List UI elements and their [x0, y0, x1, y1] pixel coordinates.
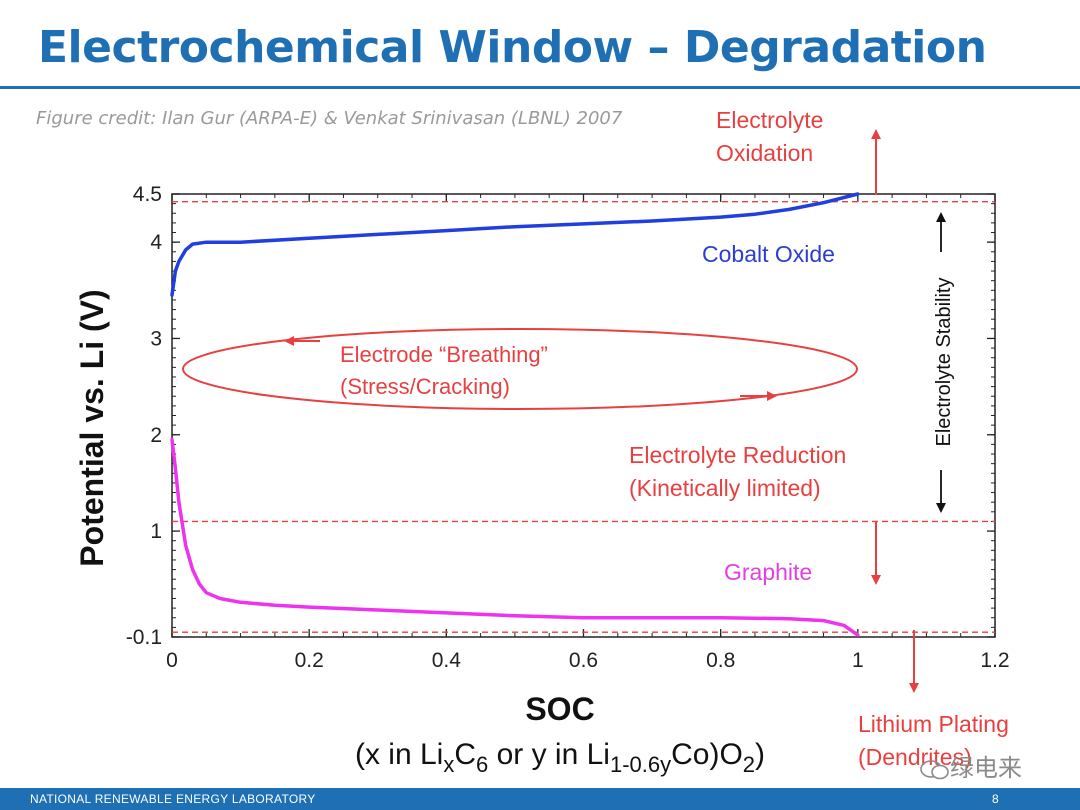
y-tick-label: 4.5: [133, 183, 162, 206]
graphite-label: Graphite: [724, 559, 812, 585]
stability-annotation: Electrolyte Stability: [933, 212, 955, 513]
x-tick-label: 1: [852, 649, 864, 672]
plot-frame: [171, 193, 996, 638]
oxidation-label-line2: Oxidation: [716, 140, 813, 166]
reduction-label-line2: (Kinetically limited): [629, 475, 821, 501]
chat-bubble-icon: [920, 759, 949, 779]
title-divider: [0, 86, 1080, 89]
threshold-lines: [172, 201, 995, 633]
breathing-label-line1: Electrode “Breathing”: [340, 342, 548, 367]
plating-annotation: Lithium Plating (Dendrites): [858, 630, 1009, 770]
x-tick-label: 1.2: [980, 649, 1009, 672]
figure-credit: Figure credit: Ilan Gur (ARPA-E) & Venka…: [36, 108, 623, 129]
x-axis-sublabel: (x in LixC6 or y in Li1-0.6yCo)O2): [355, 738, 765, 777]
watermark-text: 绿电来: [950, 755, 1022, 782]
cobalt-oxide-label: Cobalt Oxide: [702, 241, 835, 267]
x-axis-label: SOC: [525, 691, 594, 727]
y-tick-label: 4: [150, 231, 162, 254]
oxidation-label-line1: Electrolyte: [716, 107, 823, 133]
reduction-annotation: Electrolyte Reduction (Kinetically limit…: [629, 442, 881, 585]
footer-organization: NATIONAL RENEWABLE ENERGY LABORATORY: [30, 792, 316, 806]
y-tick-label: 2: [150, 424, 162, 447]
breathing-ellipse: [182, 328, 858, 410]
series-line-cobalt-oxide: [170, 192, 860, 297]
y-tick-label: 3: [150, 327, 162, 350]
page-number: 8: [992, 792, 999, 806]
degradation-chart: 0 0.2 0.4 0.6 0.8 1 1.2 -0.1 1 2 3 4 4.5 Potential v…: [74, 107, 1010, 777]
y-tick-label: -0.1: [126, 626, 162, 649]
plating-label-line1: Lithium Plating: [858, 711, 1009, 737]
y-tick-label: 1: [150, 520, 162, 543]
x-tick-label: 0.6: [569, 649, 598, 672]
x-tick-label: 0.2: [295, 649, 324, 672]
watermark: 绿电来: [920, 748, 1022, 783]
footer-bar: [0, 788, 1080, 810]
stability-label: Electrolyte Stability: [933, 278, 955, 447]
plating-label-line2: (Dendrites): [858, 744, 972, 770]
slide-title: Electrochemical Window – Degradation: [38, 22, 987, 73]
breathing-label-line2: (Stress/Cracking): [340, 374, 510, 399]
x-tick-label: 0.4: [432, 649, 462, 672]
breathing-annotation: Electrode “Breathing” (Stress/Cracking): [182, 328, 858, 410]
x-tick-label: 0.8: [706, 649, 735, 672]
reduction-label-line1: Electrolyte Reduction: [629, 442, 846, 468]
x-tick-label: 0: [166, 649, 178, 672]
axis-ticks: 0 0.2 0.4 0.6 0.8 1 1.2 -0.1 1 2 3 4 4.5: [126, 183, 1010, 672]
oxidation-annotation: Electrolyte Oxidation: [716, 107, 881, 195]
y-axis-label: Potential vs. Li (V): [74, 289, 110, 566]
series-lines: [170, 192, 860, 637]
series-line-graphite: [170, 437, 860, 637]
